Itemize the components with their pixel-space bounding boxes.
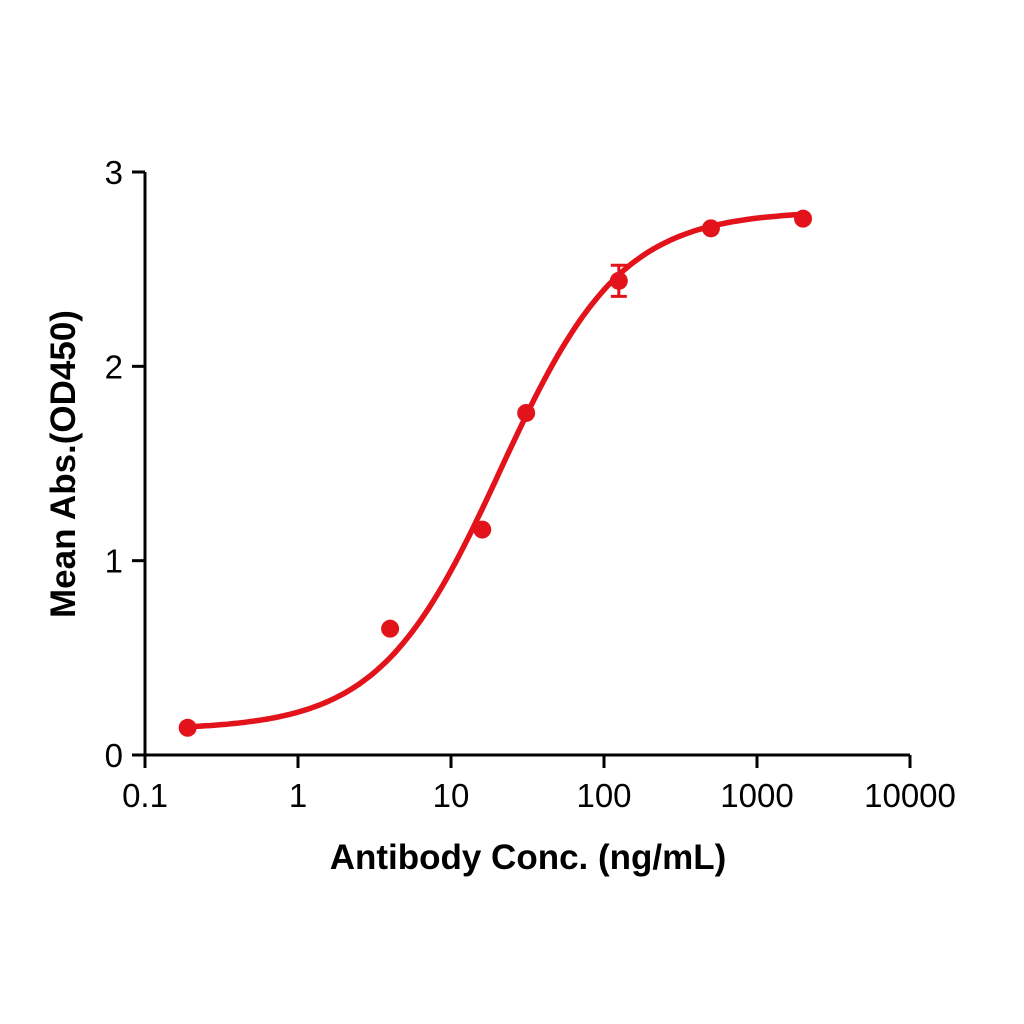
y-tick-label: 2 — [105, 348, 123, 385]
x-tick-label: 0.1 — [122, 777, 168, 814]
data-point — [517, 403, 536, 422]
data-point — [381, 619, 400, 638]
data-point — [794, 209, 813, 228]
data-point — [178, 718, 197, 737]
data-point — [473, 520, 492, 539]
y-axis-title: Mean Abs.(OD450) — [44, 310, 83, 618]
x-tick-label: 1000 — [720, 777, 793, 814]
x-tick-label: 100 — [576, 777, 631, 814]
fit-curve — [184, 211, 806, 730]
x-tick-label: 1 — [289, 777, 307, 814]
y-tick-label: 3 — [105, 154, 123, 191]
data-point — [609, 271, 628, 290]
x-axis-title: Antibody Conc. (ng/mL) — [329, 838, 727, 877]
x-tick-label: 10000 — [864, 777, 956, 814]
y-tick-label: 0 — [105, 737, 123, 774]
y-tick-label: 1 — [105, 543, 123, 580]
x-tick-label: 10 — [433, 777, 470, 814]
data-point — [701, 219, 720, 238]
